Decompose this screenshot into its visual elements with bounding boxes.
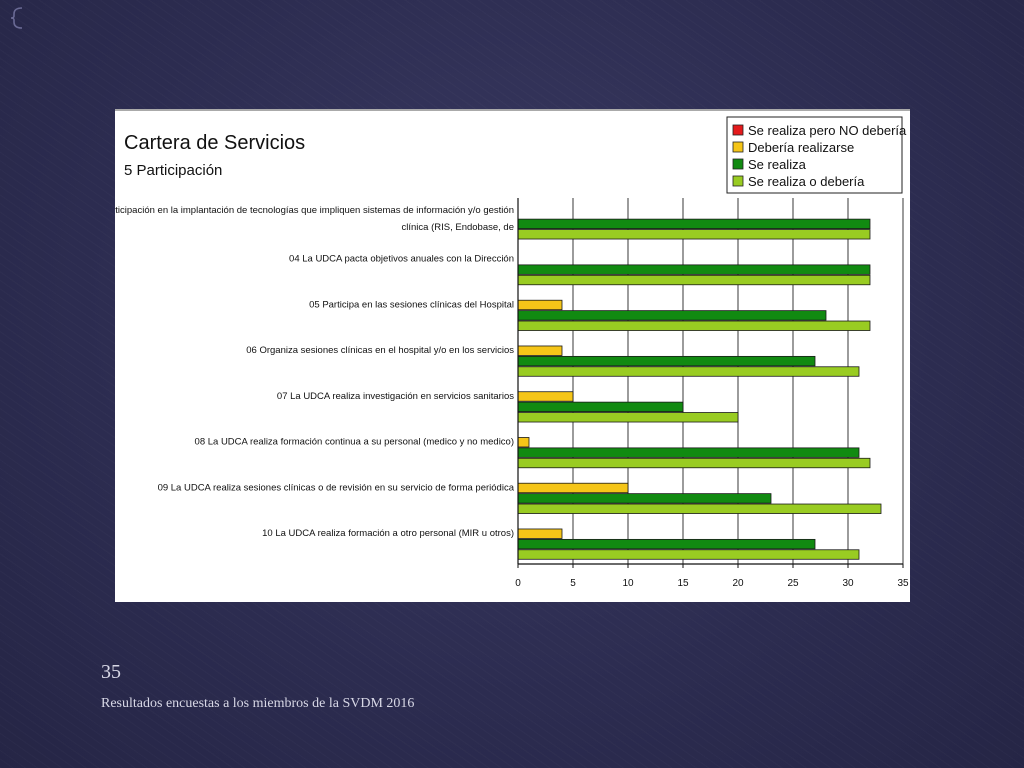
slide-footer: Resultados encuestas a los miembros de l… (101, 696, 415, 711)
legend-label-4: Se realiza o debería (748, 174, 865, 189)
bar-7-series-3 (517, 493, 772, 504)
bar-5-series-4 (517, 412, 739, 423)
category-label-1-line-1: 03 Participación en la implantación de t… (115, 205, 514, 216)
chart-subtitle: 5 Participación (124, 162, 222, 179)
legend-swatch-4 (732, 175, 744, 187)
category-label-4: 06 Organiza sesiones clínicas en el hosp… (246, 345, 514, 356)
legend-swatch-1 (732, 124, 744, 136)
bar-4-series-3 (517, 355, 816, 367)
x-tick-label-30: 30 (842, 578, 854, 589)
x-tick-label-5: 5 (570, 578, 576, 589)
x-tick-label-15: 15 (677, 578, 689, 589)
category-label-1-line-2: clínica (RIS, Endobase, de (402, 222, 514, 233)
legend-box (726, 116, 903, 194)
legend-swatch-2 (732, 141, 744, 153)
chart-panel: Cartera de Servicios 5 Participación 03 Pa… (115, 109, 910, 602)
corner-bracket-icon (10, 7, 23, 29)
bar-3-series-4 (517, 320, 871, 331)
bar-8-series-3 (517, 538, 816, 550)
bar-6-series-2 (517, 437, 530, 448)
x-tick-label-0: 0 (515, 578, 521, 589)
bar-chart: Cartera de Servicios 5 Participación 03 Pa… (115, 109, 910, 589)
legend-swatch-3 (732, 158, 744, 170)
bar-6-series-3 (517, 447, 860, 458)
category-label-8: 10 La UDCA realiza formación a otro pers… (262, 528, 514, 539)
bar-5-series-2 (517, 391, 574, 402)
x-tick-label-35: 35 (897, 578, 909, 589)
bar-1-series-3 (517, 218, 871, 230)
category-label-3: 05 Participa en las sesiones clínicas de… (309, 299, 514, 310)
category-label-6: 08 La UDCA realiza formación continua a … (195, 437, 514, 448)
bar-6-series-4 (517, 457, 871, 469)
chart-title: Cartera de Servicios (124, 132, 305, 154)
bar-3-series-2 (517, 299, 563, 311)
category-label-2: 04 La UDCA pacta objetivos anuales con l… (289, 254, 514, 265)
category-label-5: 07 La UDCA realiza investigación en serv… (277, 391, 514, 402)
slide-number: 35 (101, 661, 121, 683)
bar-7-series-4 (517, 503, 882, 514)
bar-5-series-3 (517, 401, 684, 413)
bar-4-series-4 (517, 366, 860, 377)
bar-4-series-2 (517, 345, 563, 356)
category-label-7: 09 La UDCA realiza sesiones clínicas o d… (158, 482, 515, 493)
bar-8-series-4 (517, 549, 860, 560)
bar-7-series-2 (517, 482, 629, 494)
bar-3-series-3 (517, 310, 827, 321)
bar-8-series-2 (517, 528, 563, 539)
x-tick-label-10: 10 (622, 578, 634, 589)
legend-label-3: Se realiza (748, 157, 807, 172)
x-tick-label-20: 20 (732, 578, 744, 589)
bar-2-series-3 (517, 264, 871, 275)
legend-label-1: Se realiza pero NO debería (748, 123, 907, 138)
x-tick-label-25: 25 (787, 578, 799, 589)
bar-1-series-4 (517, 229, 871, 240)
bar-2-series-4 (517, 274, 871, 286)
legend-label-2: Debería realizarse (748, 140, 854, 155)
